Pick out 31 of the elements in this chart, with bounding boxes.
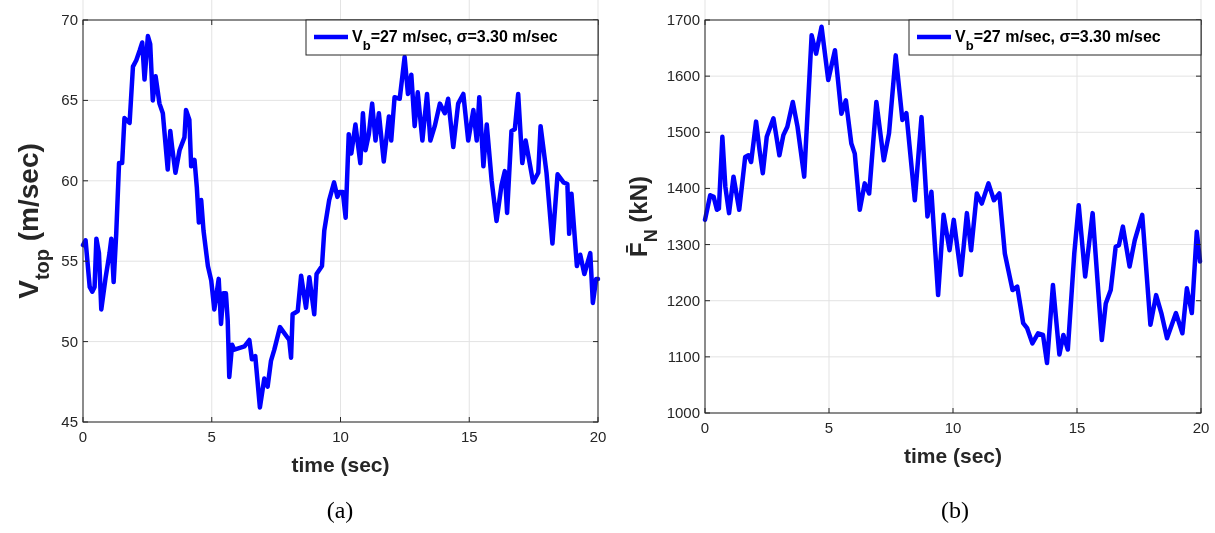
x-tick-label: 20 xyxy=(589,428,607,445)
y-tick-label: 1600 xyxy=(666,67,700,85)
x-tick-label: 10 xyxy=(944,419,962,436)
y-tick-label: 65 xyxy=(61,91,78,109)
legend-label: V$_{b}$=27 m/sec, σ=3.30 m/sec xyxy=(352,28,558,53)
x-axis-title: time (sec) xyxy=(903,444,1003,467)
x-tick-label: 0 xyxy=(700,419,710,436)
y-tick-label: 1200 xyxy=(666,291,700,309)
line-series xyxy=(702,24,1203,366)
text: (a) xyxy=(326,497,354,523)
x-tick-label: 5 xyxy=(824,419,834,436)
legend-label: V$_{b}$=27 m/sec, σ=3.30 m/sec xyxy=(955,28,1161,53)
y-tick-label: 1100 xyxy=(667,347,700,365)
y-tick-label: 1000 xyxy=(666,404,700,421)
y-tick-label: 55 xyxy=(61,252,78,270)
x-tick-label: 10 xyxy=(332,428,349,445)
y-tick-label: 1700 xyxy=(666,11,700,28)
y-tick-label: 1400 xyxy=(666,179,700,197)
y-tick-label: 60 xyxy=(61,171,78,189)
x-axis-title: time (sec) xyxy=(291,453,390,476)
x-tick-label: 0 xyxy=(78,428,88,445)
x-tick-label: 20 xyxy=(1192,419,1210,436)
y-tick-label: 1500 xyxy=(666,123,700,141)
x-tick-label: 15 xyxy=(460,428,478,445)
y-tick-label: 45 xyxy=(61,413,78,430)
y-tick-label: 1300 xyxy=(666,235,700,253)
x-tick-label: 5 xyxy=(207,428,216,445)
x-tick-label: 15 xyxy=(1068,419,1086,436)
y-tick-label: 50 xyxy=(61,332,78,350)
text: (b) xyxy=(941,497,969,523)
y-tick-label: 70 xyxy=(61,11,78,28)
